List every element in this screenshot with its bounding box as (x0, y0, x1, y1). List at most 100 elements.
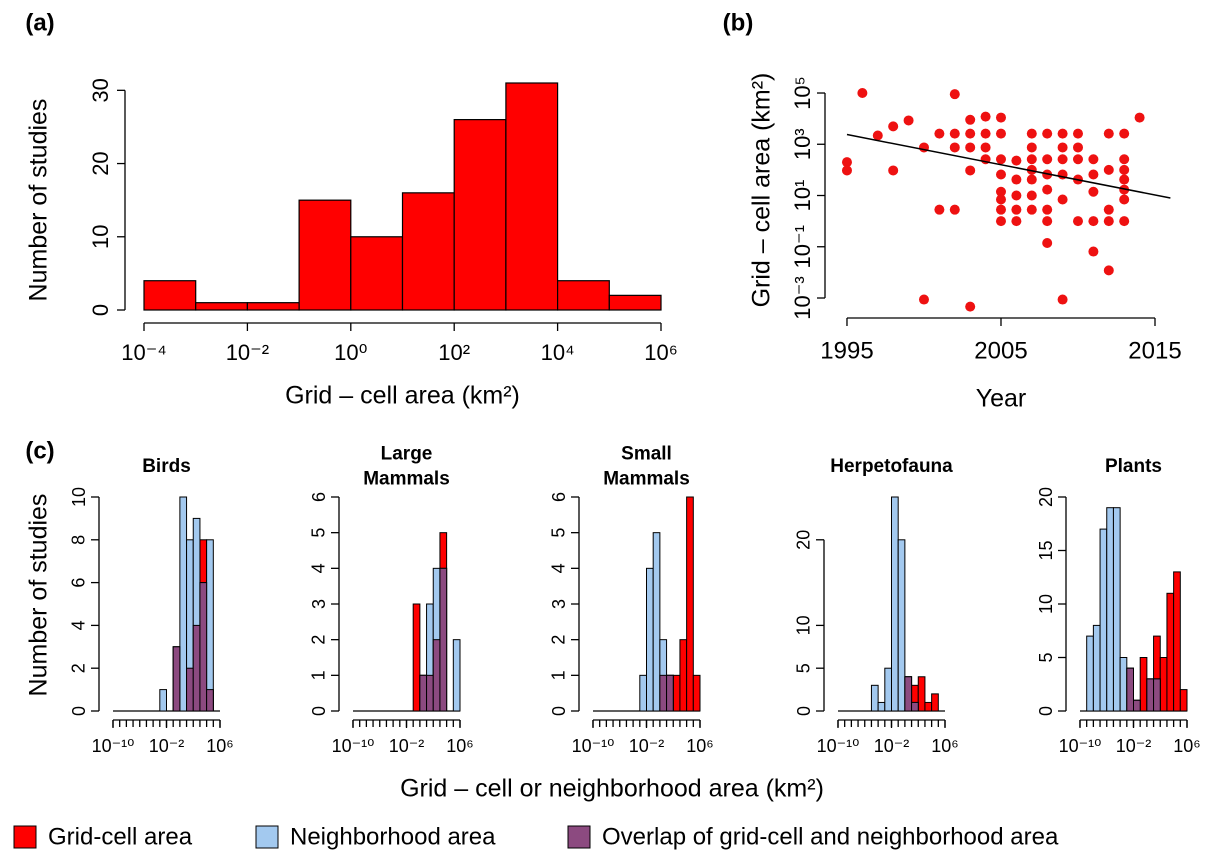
bar (186, 667, 194, 712)
panel-title: Mammals (603, 469, 690, 490)
y-tick-label: 5 (309, 528, 329, 538)
point (1103, 128, 1114, 139)
bar (159, 689, 167, 712)
x-tick-label: 10⁶ (1173, 736, 1200, 756)
y-tick-label: 1 (309, 670, 329, 680)
point (841, 165, 852, 176)
legend-swatch (567, 825, 591, 849)
y-tick-label: 3 (309, 599, 329, 609)
point (841, 157, 852, 168)
point (1103, 265, 1114, 276)
point (934, 204, 945, 215)
trend-line (846, 133, 1171, 199)
x-tick-label: 10² (438, 340, 470, 365)
y-tick-label: 8 (69, 535, 89, 545)
y-tick-label: 0 (549, 706, 569, 716)
point (965, 128, 976, 139)
bar (412, 603, 421, 712)
x-tick-label: 10⁻¹⁰ (332, 736, 375, 756)
bar (439, 567, 448, 712)
x-tick-label: 10⁻¹⁰ (817, 736, 860, 756)
point (1026, 204, 1037, 215)
point (1072, 142, 1083, 153)
y-tick-label: 6 (309, 492, 329, 502)
y-tick-label: 0 (1036, 706, 1056, 716)
bar (1112, 507, 1121, 712)
point (1042, 128, 1053, 139)
point (995, 194, 1006, 205)
bar (1106, 507, 1114, 712)
bar (419, 674, 428, 712)
x-tick-label: 1995 (820, 337, 873, 364)
y-tick-label: 5 (794, 663, 814, 673)
point (918, 294, 929, 305)
bar (870, 684, 879, 712)
y-tick-label: 20 (794, 530, 814, 550)
bar (452, 639, 461, 712)
bar (666, 674, 674, 712)
bar (1173, 571, 1181, 712)
x-tick-label: 10⁻² (629, 736, 665, 756)
point (903, 115, 914, 126)
y-axis-title: Grid – cell area (km²) (748, 73, 776, 308)
point (1057, 194, 1068, 205)
legend-label: Neighborhood area (290, 823, 496, 850)
x-tick-label: 10⁻² (389, 736, 425, 756)
y-tick-label: 2 (309, 635, 329, 645)
point (1119, 174, 1130, 185)
x-tick-label: 10⁶ (206, 736, 233, 756)
bar (195, 302, 248, 311)
panel-title: Small (621, 444, 672, 465)
y-tick-label: 0 (69, 706, 89, 716)
bar (1146, 678, 1155, 712)
x-tick-label: 10⁻² (226, 340, 269, 365)
panel-label: (c) (25, 437, 54, 464)
bar (401, 192, 455, 311)
y-tick-label: 10 (794, 615, 814, 635)
x-tick-label: 10⁻¹⁰ (92, 736, 135, 756)
bar (1179, 689, 1188, 712)
bar (911, 701, 919, 712)
point (872, 130, 883, 141)
bar (877, 701, 886, 712)
panel-label: (a) (25, 9, 54, 36)
point (1011, 204, 1022, 215)
point (1011, 190, 1022, 201)
point (1042, 204, 1053, 215)
point (1026, 174, 1037, 185)
bar (246, 302, 300, 311)
x-tick-label: 10⁻¹⁰ (572, 736, 615, 756)
bar (426, 674, 434, 712)
bar (179, 496, 188, 712)
x-tick-label: 10⁶ (446, 736, 473, 756)
x-tick-label: 10⁻² (874, 736, 910, 756)
point (857, 88, 868, 99)
point (980, 142, 991, 153)
bar (350, 236, 404, 311)
point (1026, 142, 1037, 153)
x-tick-label: 10⁶ (686, 736, 713, 756)
y-tick-label: 6 (549, 492, 569, 502)
panel-label: (b) (723, 9, 754, 36)
point (1119, 128, 1130, 139)
bar (1166, 592, 1175, 712)
bar (1119, 657, 1128, 712)
point (1042, 238, 1053, 249)
y-tick-label: 15 (1036, 540, 1056, 560)
point (949, 128, 960, 139)
y-tick-label: 10⁻¹ (790, 225, 815, 268)
point (934, 128, 945, 139)
panel-title: Plants (1105, 456, 1162, 477)
point (1042, 216, 1053, 227)
bar (917, 676, 926, 712)
bar (639, 674, 647, 712)
point (980, 128, 991, 139)
point (1026, 190, 1037, 201)
y-tick-label: 4 (309, 563, 329, 573)
point (1026, 128, 1037, 139)
bar (891, 496, 899, 712)
bar (172, 646, 181, 712)
y-tick-label: 5 (549, 528, 569, 538)
bar (686, 496, 694, 712)
